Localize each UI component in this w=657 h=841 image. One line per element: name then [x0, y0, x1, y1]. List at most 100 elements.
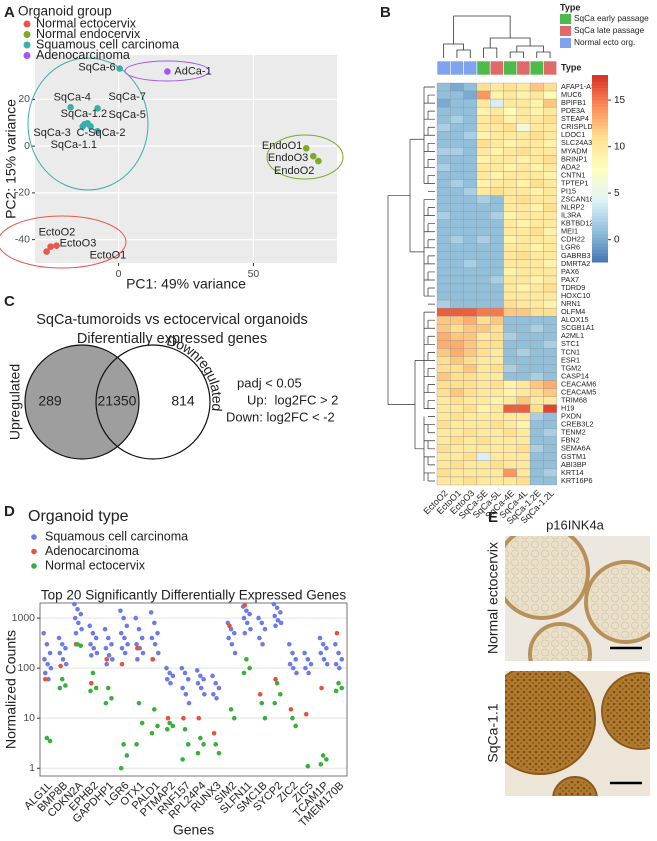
point [321, 657, 327, 662]
heatmap-cell [516, 106, 531, 116]
heatmap-cell [543, 404, 557, 413]
color-key-stripe [592, 156, 608, 160]
y-tick-label: 100 [17, 662, 35, 674]
color-key-stripe [592, 146, 608, 151]
heatmap-cell [543, 380, 557, 389]
heatmap-cell [503, 235, 517, 244]
heatmap-cell [503, 340, 517, 349]
heatmap-cell [490, 211, 504, 220]
heatmap-cell [450, 195, 464, 204]
legend-marker [31, 548, 37, 555]
point [232, 650, 238, 656]
legend-label: Normal endocervix [36, 27, 141, 41]
row-label: STEAP4 [561, 114, 589, 123]
point [42, 676, 48, 682]
heatmap-cell [490, 428, 504, 437]
heatmap-cell [476, 155, 491, 164]
heatmap-cell [436, 412, 451, 421]
heatmap-cell [490, 219, 504, 228]
color-key-stripe [592, 209, 608, 213]
point [57, 650, 63, 656]
heatmap-cell [543, 420, 557, 429]
heatmap-cell [450, 243, 464, 252]
heatmap-cell [543, 115, 557, 124]
heatmap-cell [543, 82, 557, 92]
point [226, 635, 231, 641]
heatmap-cell [450, 436, 464, 445]
row-label: GABRB3 [561, 251, 591, 260]
heatmap-cell [463, 396, 478, 405]
point [121, 742, 126, 747]
row-label: LGR6 [561, 243, 580, 252]
heatmap-cell [436, 476, 451, 486]
heatmap-cell [516, 380, 531, 389]
heatmap-cell [450, 340, 464, 349]
color-key-stripe [592, 212, 608, 216]
organoid-texture [556, 780, 594, 796]
heatmap-cell [516, 348, 531, 357]
point-label: AdCa-1 [174, 65, 211, 77]
set-label: Upregulated [7, 364, 23, 440]
color-key-stripe [592, 240, 608, 244]
heatmap-cell [436, 131, 451, 140]
heatmap-cell [436, 307, 451, 317]
row-label: TRIM68 [561, 396, 587, 405]
heatmap-cell [543, 396, 557, 405]
legend-title: Organoid type [28, 508, 129, 525]
heatmap-cell [463, 90, 478, 100]
heatmap-cell [503, 428, 517, 437]
point [76, 620, 81, 626]
heatmap-cell [436, 179, 451, 188]
heatmap-cell [503, 195, 517, 204]
heatmap-cell [529, 131, 544, 140]
color-key-stripe [592, 227, 608, 232]
heatmap-cell [543, 235, 557, 244]
point [104, 657, 109, 662]
heatmap-cell [463, 219, 478, 228]
heatmap-cell [543, 90, 557, 100]
heatmap-cell [529, 171, 544, 180]
point [294, 670, 299, 676]
heatmap-cell [503, 412, 517, 421]
heatmap-cell [543, 203, 557, 212]
heatmap-cell [516, 428, 531, 437]
heatmap-cell [450, 131, 464, 140]
legend-marker [23, 41, 31, 49]
y-tick-label: 20 [18, 93, 30, 105]
heatmap-cell [516, 131, 531, 140]
heatmap-cell [463, 115, 478, 124]
heatmap-cell [543, 283, 557, 293]
heatmap-cell [516, 396, 531, 405]
heatmap-cell [503, 203, 517, 212]
heatmap-cell [463, 380, 478, 389]
heatmap-cell [543, 436, 557, 445]
point [42, 657, 47, 662]
point [259, 620, 265, 626]
heatmap-cell [503, 324, 517, 333]
heatmap-cell [543, 211, 557, 220]
point-label: EndoO2 [274, 165, 314, 177]
point [315, 157, 322, 165]
plot-background [40, 603, 347, 776]
heatmap-cell [529, 275, 544, 285]
point [290, 665, 296, 671]
heatmap-cell [529, 259, 544, 269]
heatmap-cell [516, 203, 531, 212]
heatmap-cell [450, 404, 464, 413]
heatmap-cell [490, 444, 504, 453]
point [262, 626, 268, 632]
color-key-stripe [592, 184, 608, 188]
heatmap-cell [516, 211, 531, 220]
row-label: ESR1 [561, 355, 580, 364]
heatmap-cell [450, 444, 464, 453]
point [118, 608, 123, 614]
row-label: GSTM1 [561, 452, 586, 461]
heatmap-cell [543, 307, 557, 317]
point-label: EctoO2 [39, 226, 76, 238]
point [46, 676, 51, 682]
heatmap-cell [450, 364, 464, 373]
heatmap-cell [476, 388, 491, 397]
heatmap-cell [490, 283, 504, 293]
point [121, 615, 126, 621]
point [211, 730, 217, 736]
